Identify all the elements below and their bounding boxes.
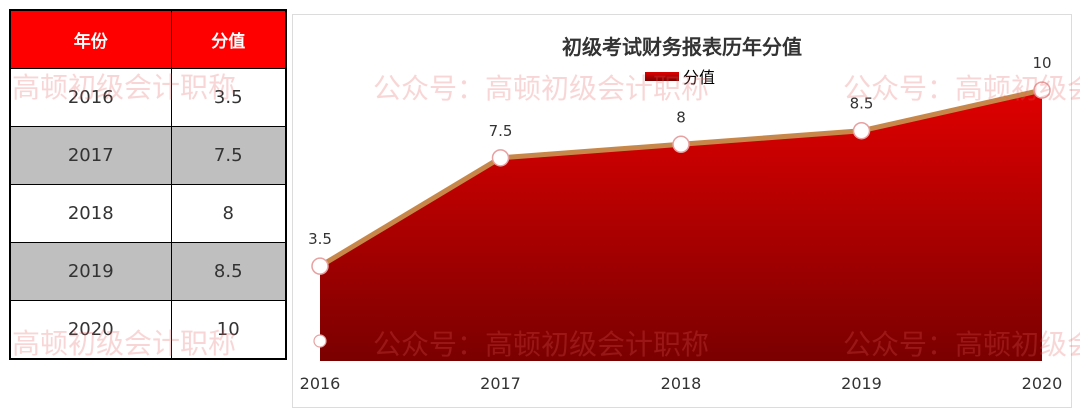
data-point[interactable] [491,149,510,167]
data-point[interactable] [1033,81,1051,99]
table-row: 2019 8.5 [9,242,287,301]
x-tick-label: 2018 [661,374,702,393]
header-score: 分值 [170,9,287,69]
area-fill [320,90,1042,361]
data-point[interactable] [852,121,871,140]
data-point[interactable] [311,257,329,275]
x-tick-label: 2020 [1022,374,1063,393]
score-cell: 10 [170,300,287,360]
data-label: 10 [1032,54,1051,72]
score-cell: 8.5 [170,242,287,301]
table-row: 2016 3.5 [9,68,287,127]
score-cell: 3.5 [170,68,287,127]
chart-legend[interactable]: 分值 [645,67,716,87]
table-row: 2018 8 [9,184,287,243]
score-table: 年份 分值 2016 3.5 2017 7.5 2018 8 2019 8.5 [9,9,287,360]
area-chart: 3.5 7.5 8 8.5 10 2016 2017 2018 2019 2020 [300,54,1063,393]
data-point[interactable] [672,135,690,154]
table-row: 2017 7.5 [9,126,287,185]
year-cell: 2018 [9,184,172,243]
year-cell: 2016 [9,68,172,127]
score-cell: 8 [170,184,287,243]
legend-swatch [645,71,679,81]
chart-panel: 3.5 7.5 8 8.5 10 2016 2017 2018 2019 2020 初级考试财务报… [292,14,1080,408]
base-marker [313,334,327,348]
score-cell: 7.5 [170,126,287,185]
header-year: 年份 [9,9,172,69]
table-header-row: 年份 分值 [9,9,287,69]
data-label: 8.5 [850,95,874,113]
legend-label: 分值 [683,68,716,87]
chart-title: 初级考试财务报表历年分值 [562,35,802,59]
table-row: 2020 10 [9,300,287,360]
year-cell: 2020 [9,300,172,360]
data-label: 3.5 [308,230,332,248]
data-label: 8 [676,108,686,126]
year-cell: 2019 [9,242,172,301]
data-label: 7.5 [489,122,513,140]
x-tick-label: 2019 [841,374,882,393]
x-tick-label: 2016 [300,374,341,393]
year-cell: 2017 [9,126,172,185]
x-tick-label: 2017 [480,374,521,393]
